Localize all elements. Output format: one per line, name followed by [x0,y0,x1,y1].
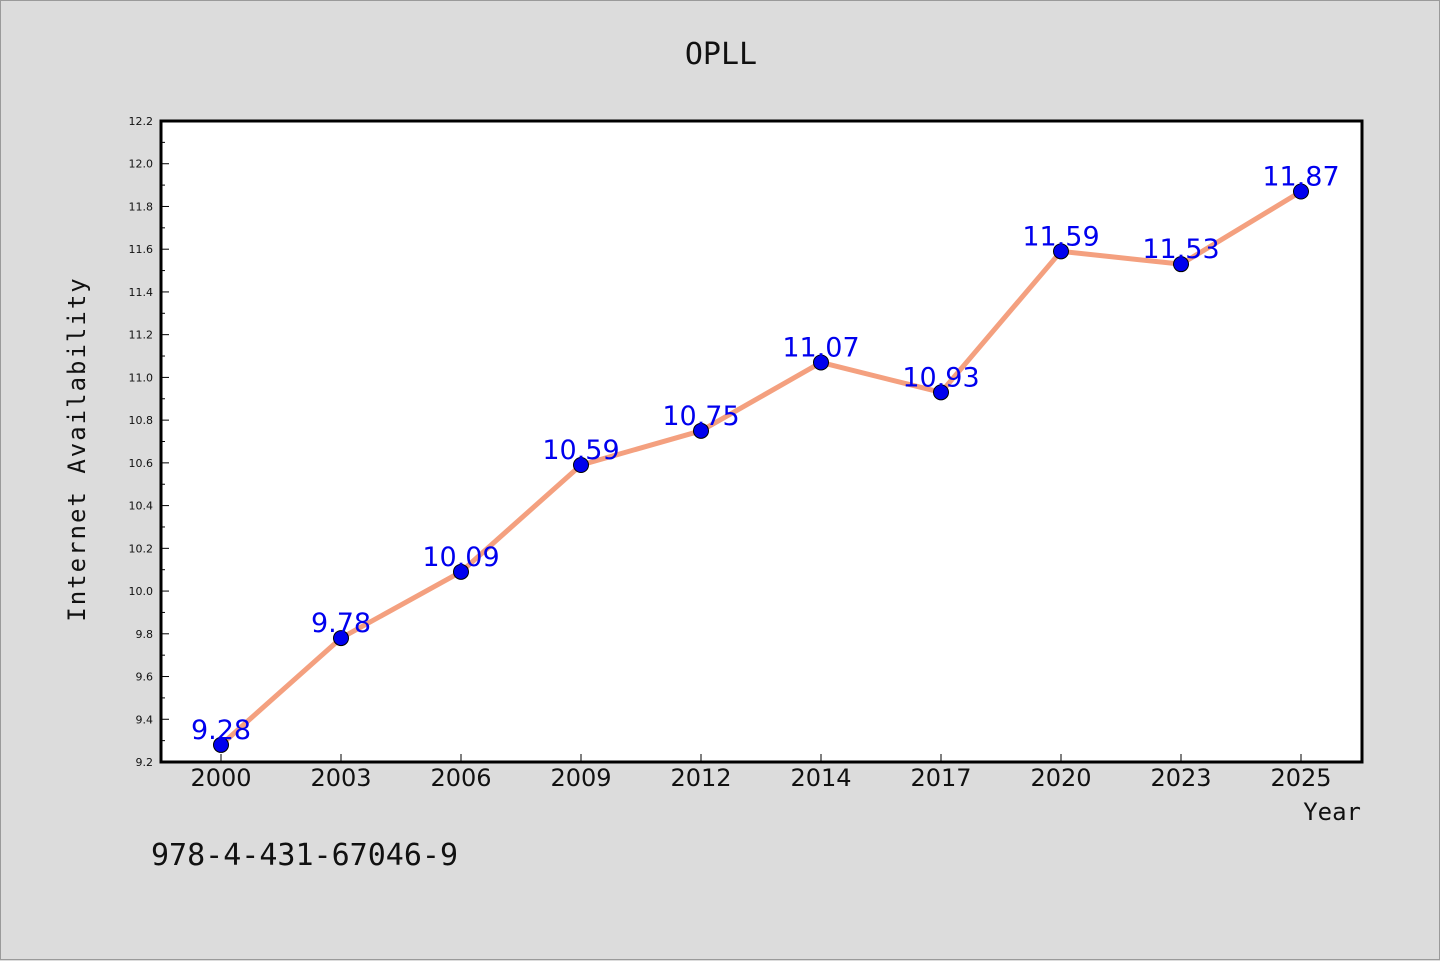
x-tick-label: 2017 [910,764,971,792]
y-tick-label: 9.4 [136,713,154,726]
data-label: 10.59 [542,435,619,466]
data-label: 9.78 [311,608,371,639]
data-label: 11.59 [1022,221,1099,252]
x-tick-label: 2014 [790,764,851,792]
data-label: 11.07 [782,332,859,363]
x-tick-label: 2023 [1150,764,1211,792]
data-point [573,457,589,474]
data-label: 10.09 [422,542,499,573]
data-point [1173,256,1189,273]
y-axis-label: Internet Availability [63,276,91,621]
y-tick-label: 12.2 [129,115,154,128]
data-label: 10.93 [902,362,979,393]
y-axis: 9.2 9.4 9.6 9.8 10.0 10.2 10.4 10.6 10.8 11.0 11.2… [129,115,169,769]
y-tick-label: 9.6 [136,671,154,684]
data-point [453,563,469,580]
y-tick-label: 11.8 [129,200,154,213]
chart-title: OPLL [685,37,757,72]
x-tick-label: 2009 [550,764,611,792]
data-point [213,736,229,753]
y-tick-label: 11.4 [129,286,154,299]
data-labels: 9.28 9.78 10.09 10.59 10.75 11.07 10.93 11.59 11… [191,162,1340,746]
series-markers [213,183,1309,753]
data-point [333,630,349,647]
x-tick-label: 2025 [1270,764,1331,792]
series-line [218,189,1304,748]
data-label: 11.53 [1142,234,1219,265]
y-tick-label: 9.8 [136,628,154,641]
y-tick-label: 10.6 [129,457,154,470]
x-tick-label: 2003 [310,764,371,792]
x-tick-label: 2020 [1030,764,1091,792]
data-label: 9.28 [191,715,251,746]
data-point [813,354,829,371]
x-axis: 2000 2003 2006 2009 2012 2014 2017 2020 2023 2025 [190,754,1332,792]
data-point [1293,183,1309,200]
y-tick-label: 10.8 [129,414,154,427]
y-tick-label: 10.4 [129,500,154,513]
footer-identifier: 978-4-431-67046-9 [151,838,458,873]
data-point [693,422,709,439]
data-label: 11.87 [1262,162,1339,193]
y-tick-label: 12.0 [129,158,154,171]
y-tick-label: 11.0 [129,371,154,384]
data-label: 10.75 [662,401,739,432]
data-point [1053,243,1069,260]
x-tick-label: 2006 [430,764,491,792]
data-point [933,384,949,401]
y-tick-label: 9.2 [136,756,154,769]
y-tick-label: 11.6 [129,243,154,256]
x-tick-label: 2012 [670,764,731,792]
x-tick-label: 2000 [190,764,251,792]
y-tick-label: 10.0 [129,585,154,598]
x-axis-label: Year [1303,798,1361,826]
plot-area [159,119,1364,764]
y-tick-label: 11.2 [129,329,154,342]
y-tick-label: 10.2 [129,542,154,555]
